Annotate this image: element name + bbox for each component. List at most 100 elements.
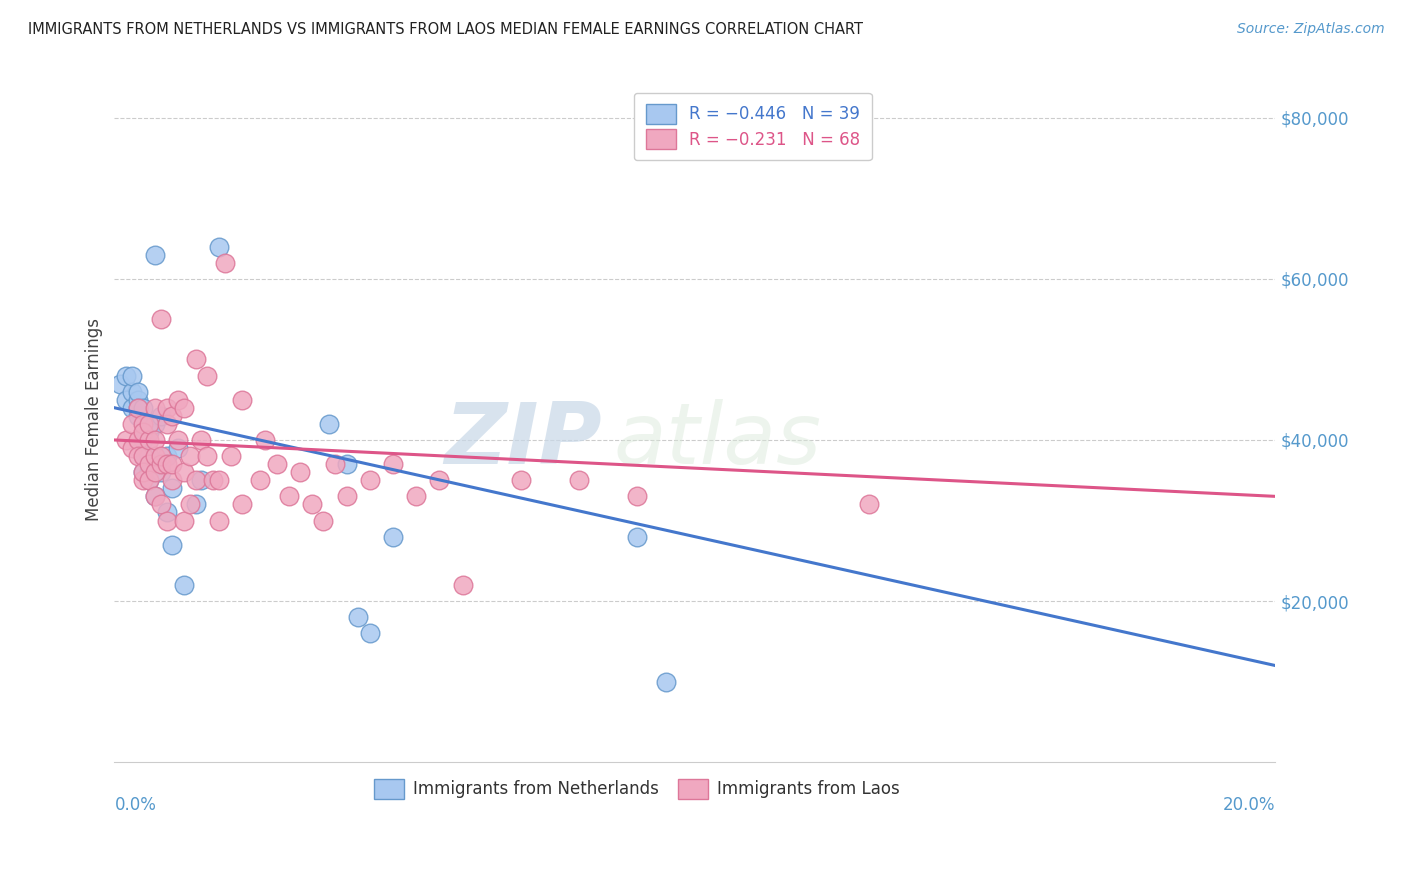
Point (110, 376, 132, 391)
Point (121, 417, 143, 431)
Point (143, 489, 166, 503)
Point (138, 417, 160, 431)
Point (190, 473, 212, 487)
Text: IMMIGRANTS FROM NETHERLANDS VS IMMIGRANTS FROM LAOS MEDIAN FEMALE EARNINGS CORRE: IMMIGRANTS FROM NETHERLANDS VS IMMIGRANT… (28, 22, 863, 37)
Point (138, 433, 160, 447)
Point (156, 449, 179, 463)
Point (132, 401, 155, 415)
Point (121, 384, 143, 399)
Point (568, 473, 591, 487)
Point (173, 514, 195, 528)
Point (132, 425, 155, 439)
Text: 20.0%: 20.0% (1223, 797, 1275, 814)
Point (156, 401, 179, 415)
Point (121, 401, 143, 415)
Point (451, 578, 474, 592)
Point (149, 457, 172, 471)
Legend: Immigrants from Netherlands, Immigrants from Laos: Immigrants from Netherlands, Immigrants … (367, 772, 905, 805)
Point (318, 417, 340, 431)
Point (277, 489, 299, 503)
Point (162, 409, 184, 423)
Point (208, 473, 231, 487)
Point (626, 530, 648, 544)
Point (132, 465, 155, 479)
Point (156, 417, 179, 431)
Point (138, 465, 160, 479)
Point (382, 530, 405, 544)
Point (127, 384, 149, 399)
Point (195, 449, 218, 463)
Point (138, 425, 160, 439)
Point (149, 449, 172, 463)
Point (143, 433, 166, 447)
Y-axis label: Median Female Earnings: Median Female Earnings (86, 318, 103, 521)
Point (179, 497, 201, 511)
Point (162, 457, 184, 471)
Point (254, 433, 277, 447)
Point (138, 473, 160, 487)
Point (156, 506, 179, 520)
Text: ZIP: ZIP (444, 399, 602, 482)
Point (121, 441, 143, 455)
Point (162, 538, 184, 552)
Point (132, 449, 155, 463)
Point (143, 248, 166, 262)
Point (138, 449, 160, 463)
Point (127, 449, 149, 463)
Point (336, 457, 359, 471)
Point (382, 457, 405, 471)
Point (359, 473, 381, 487)
Point (115, 433, 138, 447)
Point (359, 626, 381, 640)
Point (143, 465, 166, 479)
Point (149, 465, 172, 479)
Point (115, 368, 138, 383)
Point (214, 256, 236, 270)
Point (138, 473, 160, 487)
Point (190, 433, 212, 447)
Point (149, 497, 172, 511)
Point (127, 392, 149, 407)
Point (115, 392, 138, 407)
Point (162, 473, 184, 487)
Point (184, 497, 207, 511)
Point (231, 392, 253, 407)
Point (173, 578, 195, 592)
Point (132, 433, 155, 447)
Point (173, 465, 195, 479)
Point (143, 417, 166, 431)
Point (231, 497, 253, 511)
Text: Source: ZipAtlas.com: Source: ZipAtlas.com (1237, 22, 1385, 37)
Point (143, 449, 166, 463)
Point (195, 368, 218, 383)
Point (179, 449, 201, 463)
Point (132, 417, 155, 431)
Point (149, 409, 172, 423)
Point (173, 401, 195, 415)
Point (858, 497, 880, 511)
Point (127, 433, 149, 447)
Point (127, 401, 149, 415)
Point (336, 489, 359, 503)
Point (143, 401, 166, 415)
Point (162, 481, 184, 495)
Point (132, 449, 155, 463)
Point (167, 441, 190, 455)
Point (127, 401, 149, 415)
Point (429, 473, 451, 487)
Point (132, 473, 155, 487)
Point (312, 514, 335, 528)
Point (127, 409, 149, 423)
Text: 0.0%: 0.0% (114, 797, 156, 814)
Point (208, 514, 231, 528)
Text: atlas: atlas (613, 399, 821, 482)
Point (138, 457, 160, 471)
Point (208, 239, 231, 253)
Point (655, 674, 678, 689)
Point (156, 514, 179, 528)
Point (143, 489, 166, 503)
Point (405, 489, 427, 503)
Point (167, 433, 190, 447)
Point (347, 610, 370, 624)
Point (132, 465, 155, 479)
